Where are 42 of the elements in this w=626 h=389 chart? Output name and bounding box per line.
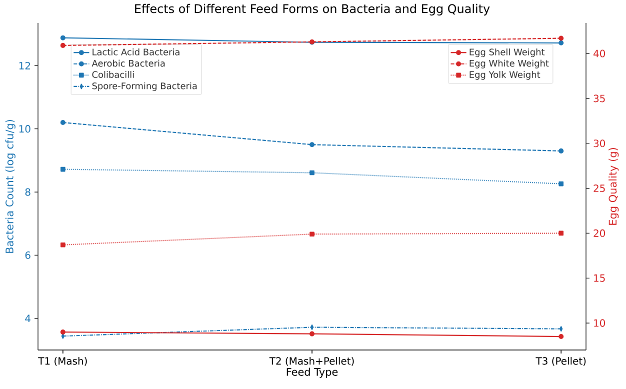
point [60, 166, 66, 172]
y-tick-label: 8 [25, 188, 30, 196]
y-tick-label: 4 [25, 314, 30, 322]
y2-axis-title: Egg Quality (g) [608, 148, 619, 225]
y2-tick-label: 20 [594, 229, 606, 237]
legend-label: Spore-Forming Bacteria [92, 82, 197, 91]
point [558, 181, 564, 186]
x-axis-title: Feed Type [286, 368, 338, 378]
point [60, 120, 66, 126]
y-tick-label: 12 [19, 62, 30, 70]
point [60, 42, 66, 48]
y2-tick-label: 10 [594, 319, 606, 327]
y2-tick-label: 15 [594, 274, 605, 282]
legend-label: Colibacilli [92, 71, 134, 78]
legend-label: Aerobic Bacteria [92, 60, 165, 67]
point [558, 36, 564, 41]
legend-label: Lactic Acid Bacteria [92, 48, 180, 56]
point [558, 148, 564, 154]
point [558, 40, 564, 46]
legend-label: Egg White Weight [470, 60, 549, 68]
point [310, 232, 314, 237]
y-tick-label: 6 [25, 251, 30, 259]
legend-label: Egg Shell Weight [470, 48, 545, 58]
point [310, 170, 314, 176]
y2-tick-label: 40 [594, 50, 606, 58]
x-tick-label: T3 (Pellet) [536, 357, 586, 366]
x-tick-label: T2 (Mash+Pellet) [269, 357, 354, 366]
point [558, 334, 564, 340]
y2-tick-label: 25 [594, 184, 605, 192]
y2-tick-label: 30 [594, 140, 606, 148]
y-tick-label: 10 [19, 125, 30, 133]
y-axis-title: Bacteria Count (log cfu/g) [5, 120, 16, 253]
x-tick-label: T1 (Mash) [38, 357, 87, 366]
point [309, 142, 315, 148]
point [309, 331, 315, 336]
legend-label: Egg Yolk Weight [470, 71, 540, 80]
point [558, 230, 564, 236]
point [60, 330, 66, 335]
chart-title: Effects of Different Feed Forms on Bacteria and Egg Quality [135, 4, 490, 16]
point [60, 242, 66, 248]
point [60, 35, 66, 40]
y2-tick-label: 35 [594, 94, 605, 102]
